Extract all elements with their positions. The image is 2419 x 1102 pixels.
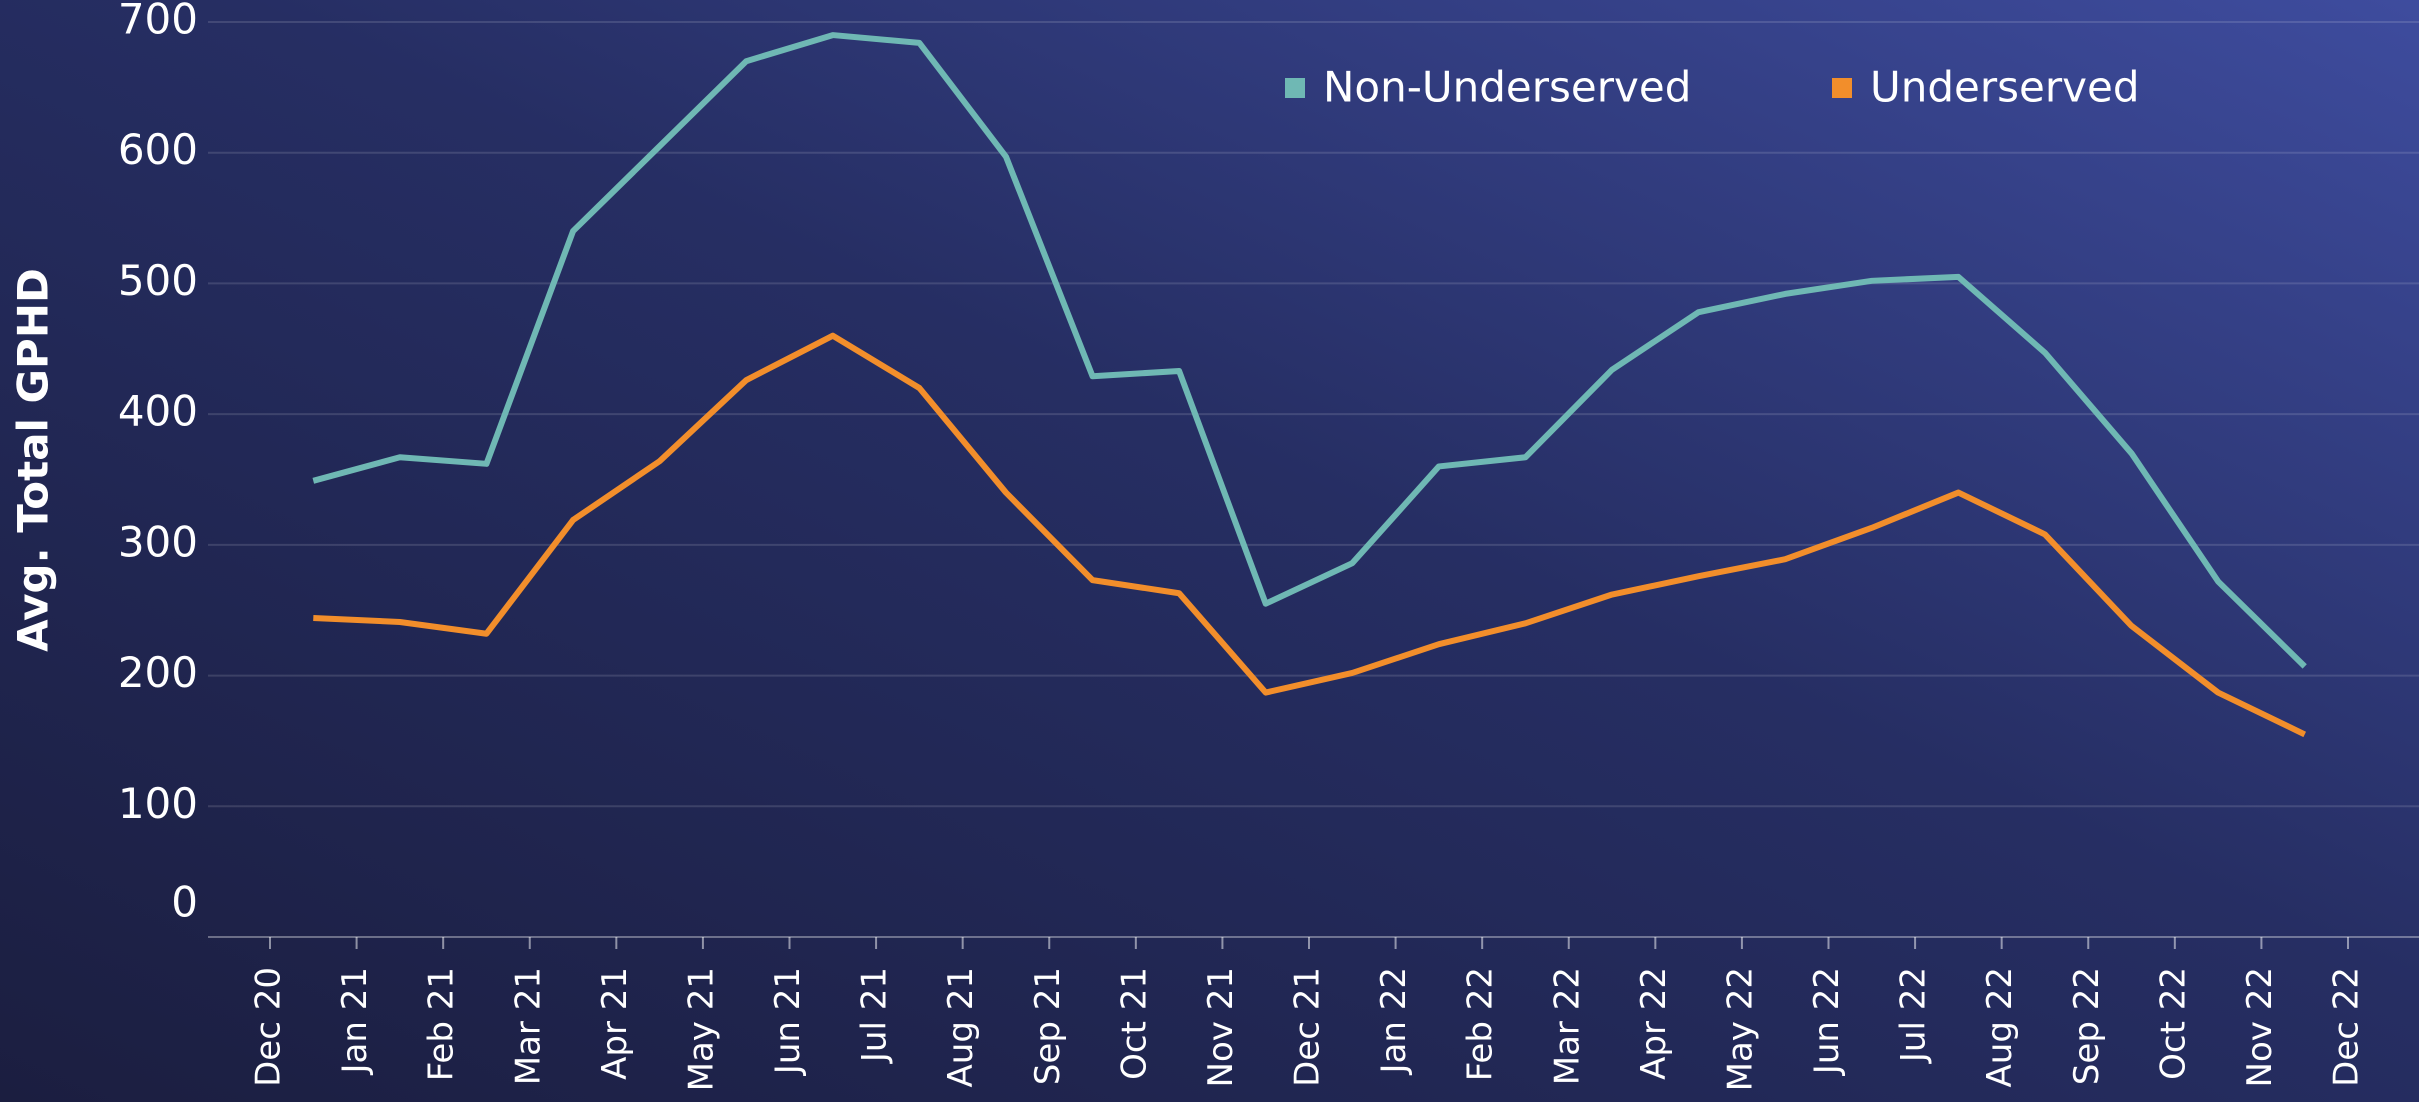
- y-tick-label: 700: [118, 0, 198, 44]
- y-axis-title: Avg. Total GPHD: [9, 268, 58, 652]
- x-tick-label: Sep 22: [2067, 967, 2107, 1085]
- series-line: [312, 32, 2307, 669]
- x-tick-label: May 21: [681, 967, 721, 1091]
- x-tick-label: Oct 22: [2153, 967, 2193, 1080]
- x-tick-label: Oct 21: [1114, 967, 1154, 1080]
- x-tick-label: Aug 22: [1980, 967, 2020, 1087]
- x-tick-label: Dec 22: [2327, 967, 2367, 1087]
- y-tick-label: 0: [171, 878, 198, 927]
- y-tick-label: 600: [118, 125, 198, 174]
- x-tick-label: Jun 21: [768, 967, 808, 1076]
- x-tick-label: Nov 22: [2240, 967, 2280, 1087]
- x-tick-label: Apr 21: [595, 967, 635, 1080]
- x-tick-label: Aug 21: [941, 967, 981, 1087]
- legend-label: Underserved: [1870, 63, 2139, 112]
- x-tick-label: Dec 20: [249, 967, 289, 1087]
- x-tick-label: Feb 22: [1461, 967, 1501, 1081]
- x-tick-label: Jan 21: [335, 967, 375, 1075]
- legend-swatch: [1832, 78, 1852, 98]
- x-tick-label: Jan 22: [1374, 967, 1414, 1075]
- series-line: [313, 332, 2307, 738]
- legend-label: Non-Underserved: [1323, 63, 1691, 112]
- x-tick-label: Jul 22: [1894, 967, 1934, 1064]
- x-tick-label: Apr 22: [1634, 967, 1674, 1080]
- x-tick-label: Jun 22: [1807, 967, 1847, 1076]
- x-tick-label: Sep 21: [1028, 967, 1068, 1085]
- x-tick-label: Mar 22: [1547, 967, 1587, 1085]
- y-tick-label: 300: [118, 517, 198, 566]
- y-tick-label: 500: [118, 256, 198, 305]
- x-tick-label: Mar 21: [508, 967, 548, 1085]
- legend-swatch: [1285, 78, 1305, 98]
- x-tick-label: Jul 21: [855, 967, 895, 1064]
- x-tick-label: Dec 21: [1288, 967, 1328, 1087]
- y-tick-label: 100: [118, 779, 198, 828]
- x-tick-label: Feb 21: [422, 967, 462, 1081]
- x-tick-label: Nov 21: [1201, 967, 1241, 1087]
- y-tick-label: 200: [118, 648, 198, 697]
- y-tick-label: 400: [118, 387, 198, 436]
- x-tick-label: May 22: [1720, 967, 1760, 1091]
